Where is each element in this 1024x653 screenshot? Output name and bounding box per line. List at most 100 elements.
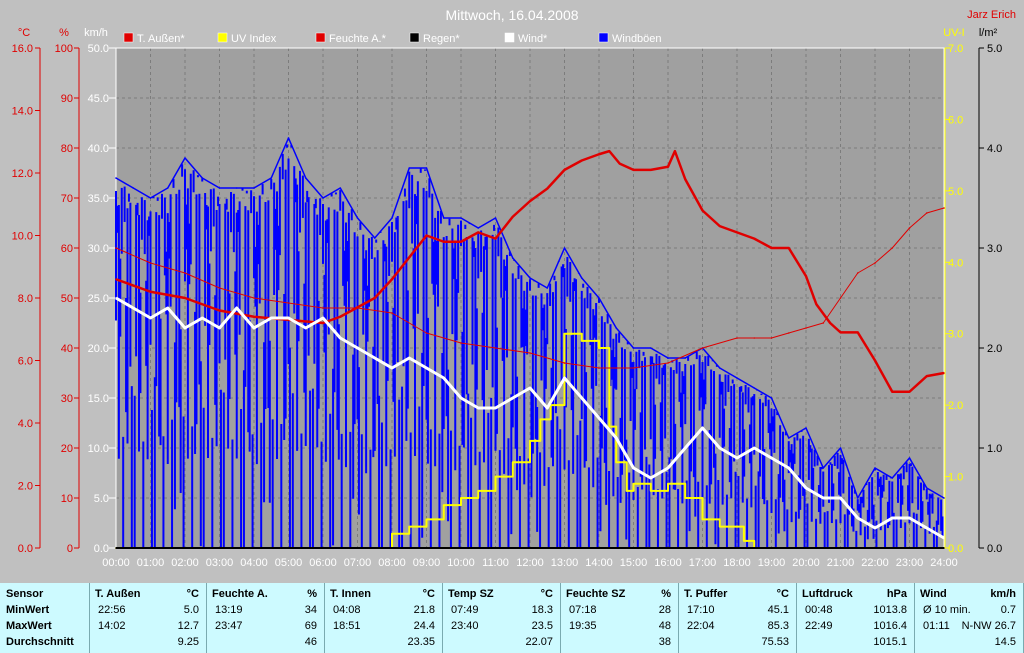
rain-tick-label: 4.0 bbox=[987, 143, 1002, 155]
temp-line-point bbox=[373, 297, 376, 299]
wind-tick-label: 10.0 bbox=[88, 443, 109, 455]
x-tick-label: 04:00 bbox=[240, 557, 268, 569]
humidity-tick-label: 40 bbox=[61, 343, 73, 355]
gust-line-point bbox=[287, 137, 290, 139]
uv-line-point bbox=[494, 475, 497, 478]
humidity-line-point bbox=[839, 297, 842, 299]
stats-column: Wind km/h Ø 10 min. 01:11 0.7 N-NW 26.7 14.5 bbox=[915, 583, 1024, 653]
gust-line-point bbox=[718, 367, 721, 369]
humidity-unit-label: % bbox=[59, 27, 69, 39]
stat-value: 48 bbox=[658, 620, 671, 632]
wind-tick-label: 5.0 bbox=[94, 493, 109, 505]
gust-line-point bbox=[184, 157, 186, 159]
gust-line-point bbox=[632, 347, 635, 349]
wind-line-point bbox=[166, 307, 169, 309]
gust-line-point bbox=[563, 247, 566, 249]
sensor-row-label: Durchschnitt bbox=[6, 636, 74, 648]
stat-time: 07:18 bbox=[569, 604, 597, 616]
gust-line-point bbox=[649, 347, 652, 349]
gust-line-point bbox=[408, 167, 411, 169]
humidity-tick-label: 70 bbox=[61, 193, 73, 205]
wind-line-point bbox=[391, 367, 393, 369]
wind-tick-label: 40.0 bbox=[88, 143, 109, 155]
stat-time: 22:56 bbox=[98, 604, 126, 616]
stat-time: 14:02 bbox=[98, 620, 126, 632]
temp-line-point bbox=[356, 306, 359, 309]
humidity-tick-label: 100 bbox=[55, 43, 73, 55]
wind-line-point bbox=[822, 497, 825, 499]
x-tick-label: 24:00 bbox=[930, 557, 958, 569]
temp-line-point bbox=[943, 372, 945, 374]
stat-time: Ø 10 min. bbox=[923, 604, 971, 616]
uv-tick-label: 4.0 bbox=[948, 257, 963, 269]
stat-value: 5.0 bbox=[183, 604, 199, 616]
uv-tick-label: 1.0 bbox=[948, 472, 963, 484]
x-tick-label: 18:00 bbox=[723, 557, 751, 569]
column-unit: % bbox=[661, 588, 671, 600]
gust-line-point bbox=[787, 437, 790, 439]
gust-line-point bbox=[667, 357, 669, 359]
humidity-line-point bbox=[218, 287, 221, 289]
author-label: Jarz Erich bbox=[967, 9, 1016, 21]
x-tick-label: 14:00 bbox=[585, 557, 613, 569]
gust-line-point bbox=[304, 177, 307, 179]
column-unit: % bbox=[307, 588, 317, 600]
temp-line-point bbox=[580, 159, 583, 162]
gust-line-point bbox=[442, 217, 445, 219]
wind-line-point bbox=[408, 357, 411, 359]
temp-line-point bbox=[598, 153, 600, 156]
stat-value: 1016.4 bbox=[873, 620, 907, 632]
rain-line-point bbox=[115, 547, 117, 549]
uv-line-point bbox=[743, 540, 745, 542]
humidity-tick-label: 60 bbox=[61, 243, 73, 255]
uv-line-point bbox=[408, 525, 411, 528]
x-tick-label: 01:00 bbox=[137, 557, 165, 569]
temp-line-point bbox=[511, 215, 514, 218]
humidity-line-point bbox=[856, 272, 859, 274]
uv-line-point bbox=[460, 497, 462, 499]
humidity-line-point bbox=[632, 367, 635, 369]
uv-tick-label: 0.0 bbox=[948, 543, 963, 555]
uv-line-point bbox=[701, 518, 704, 521]
gust-line-point bbox=[839, 447, 842, 449]
uv-unit-label: UV-I bbox=[943, 27, 964, 39]
rain-tick-label: 3.0 bbox=[987, 243, 1002, 255]
legend-label: Regen* bbox=[423, 33, 460, 45]
legend-swatch bbox=[315, 32, 326, 43]
temp-tick-label: 2.0 bbox=[18, 481, 33, 493]
temp-line-point bbox=[667, 165, 669, 168]
stat-time: 23:40 bbox=[451, 620, 479, 632]
x-tick-label: 00:00 bbox=[102, 557, 130, 569]
x-tick-label: 19:00 bbox=[758, 557, 786, 569]
x-tick-label: 09:00 bbox=[413, 557, 441, 569]
wind-line-point bbox=[235, 307, 238, 309]
wind-line-point bbox=[339, 337, 342, 339]
wind-tick-label: 30.0 bbox=[88, 243, 109, 255]
gust-line-point bbox=[598, 297, 600, 299]
temp-line-point bbox=[442, 240, 445, 243]
stat-value: 18.3 bbox=[531, 604, 553, 616]
gust-line-point bbox=[149, 197, 152, 199]
uv-line-point bbox=[615, 461, 618, 464]
column-header: Feuchte A. bbox=[212, 588, 268, 600]
legend-label: T. Außen* bbox=[137, 33, 185, 45]
temp-line-point bbox=[891, 390, 894, 393]
temp-tick-label: 4.0 bbox=[18, 418, 33, 430]
gust-line-point bbox=[356, 217, 359, 219]
wind-line-point bbox=[839, 497, 842, 499]
stat-time: 18:51 bbox=[333, 620, 361, 632]
wind-tick-label: 15.0 bbox=[88, 393, 109, 405]
temp-unit-label: °C bbox=[18, 27, 30, 39]
gust-line-point bbox=[115, 177, 117, 179]
x-tick-label: 13:00 bbox=[551, 557, 579, 569]
gust-line-point bbox=[270, 177, 273, 179]
humidity-line-point bbox=[943, 207, 945, 209]
temp-line-point bbox=[618, 162, 621, 165]
wind-line-point bbox=[201, 317, 204, 319]
temp-tick-label: 14.0 bbox=[12, 106, 33, 118]
x-tick-label: 12:00 bbox=[516, 557, 544, 569]
humidity-tick-label: 50 bbox=[61, 293, 73, 305]
x-tick-label: 06:00 bbox=[309, 557, 337, 569]
gust-line-point bbox=[943, 497, 945, 499]
temp-line-point bbox=[339, 315, 342, 318]
